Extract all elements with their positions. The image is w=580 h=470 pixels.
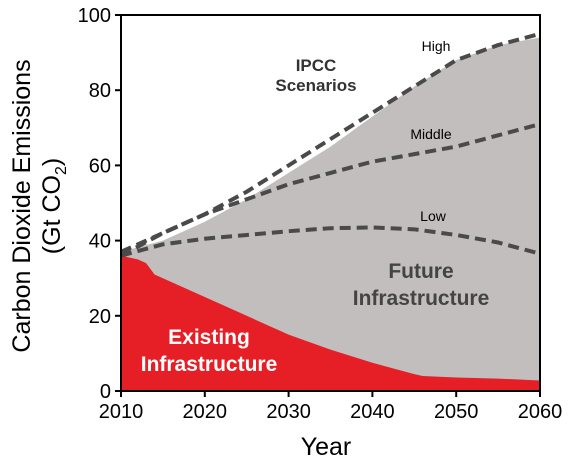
y-axis-title-line1: Carbon Dioxide Emissions [8, 59, 36, 352]
x-tick-label-2030: 2030 [266, 401, 311, 423]
scenario-label-middle: Middle [410, 126, 451, 142]
plot-frame [120, 14, 541, 392]
scenario-label-low: Low [420, 208, 447, 224]
x-tick-label-2020: 2020 [183, 401, 228, 423]
future-infrastructure-label-line1: Future [388, 260, 453, 283]
plot-area [121, 37, 540, 392]
y-axis-title-suffix: ) [38, 158, 66, 166]
scenario-lines [120, 31, 541, 258]
y-axis-title-line2: (Gt CO2) [38, 158, 70, 254]
future-infrastructure-label-line2: Infrastructure [353, 287, 490, 310]
future-infrastructure-area [121, 37, 540, 392]
y-axis-title-subscript: 2 [53, 166, 70, 175]
existing-infrastructure-area [121, 255, 540, 391]
x-tick-label-2060: 2060 [518, 401, 563, 423]
y-tick-label-80: 80 [89, 80, 111, 102]
x-tick-label-2040: 2040 [350, 401, 395, 423]
y-tick-label-60: 60 [89, 155, 111, 177]
existing-infrastructure-label-line2: Infrastructure [141, 353, 278, 376]
ipcc-label-line2: Scenarios [275, 76, 356, 95]
x-tick-label-2050: 2050 [434, 401, 479, 423]
y-tick-label-100: 100 [78, 5, 111, 27]
x-tick-label-2010: 2010 [99, 401, 144, 423]
ipcc-label-line1: IPCC [296, 56, 337, 75]
scenario-middle-line [120, 122, 541, 258]
y-tick-label-0: 0 [100, 381, 111, 403]
y-tick-label-40: 40 [89, 231, 111, 253]
x-axis-title: Year [301, 433, 352, 461]
y-axis-title-prefix: (Gt CO [38, 175, 66, 254]
existing-infrastructure-label-line1: Existing [168, 326, 250, 349]
scenario-low-line [120, 225, 541, 258]
scenario-label-high: High [422, 38, 451, 54]
y-tick-label-20: 20 [89, 306, 111, 328]
